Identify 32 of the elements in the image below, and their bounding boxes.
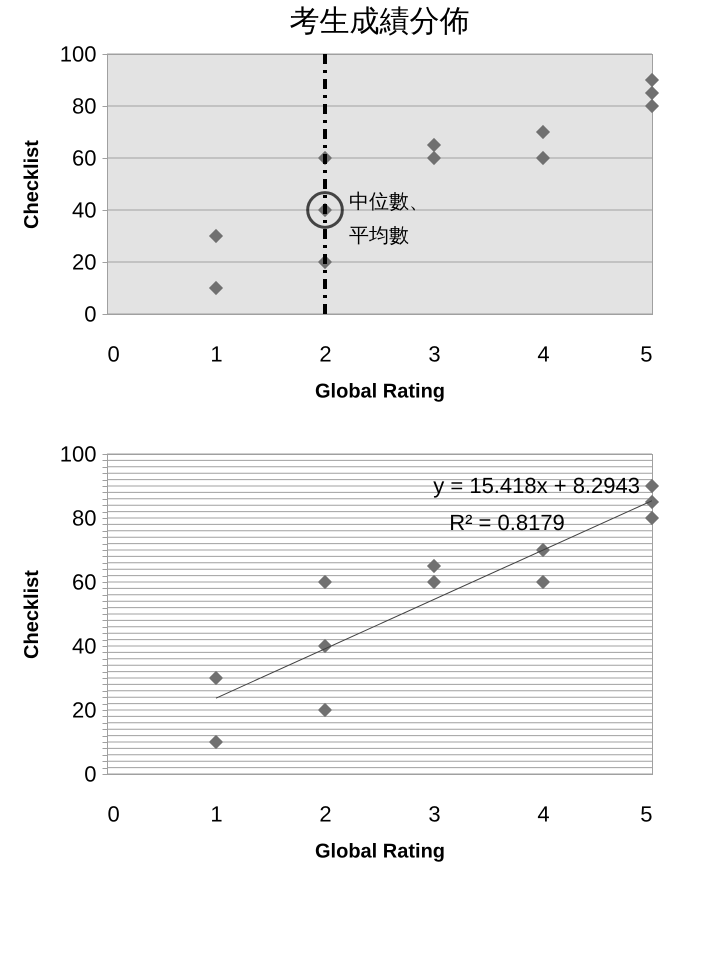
y-axis-title: Checklist	[20, 140, 43, 229]
x-axis-title: Global Rating	[315, 840, 445, 862]
y-tick-label: 40	[72, 634, 96, 658]
y-tick-label: 100	[60, 442, 96, 466]
x-tick-label: 4	[537, 342, 550, 366]
x-tick-label: 0	[108, 342, 120, 366]
x-axis-title: Global Rating	[315, 380, 445, 402]
y-tick-label: 60	[72, 146, 96, 170]
x-tick-label: 5	[640, 342, 652, 366]
annotation: R² = 0.8179	[449, 510, 565, 535]
annotation: y = 15.418x + 8.2943	[433, 473, 640, 498]
chart-title: 考生成績分佈	[290, 5, 470, 38]
y-tick-label: 20	[72, 698, 96, 722]
y-tick-label: 20	[72, 250, 96, 274]
x-tick-label: 2	[319, 342, 332, 366]
x-tick-label: 1	[210, 802, 223, 826]
y-tick-label: 100	[60, 42, 96, 66]
y-tick-label: 40	[72, 198, 96, 222]
y-tick-label: 80	[72, 94, 96, 118]
y-tick-label: 0	[84, 302, 96, 326]
x-tick-label: 5	[640, 802, 652, 826]
x-tick-label: 3	[428, 802, 441, 826]
y-axis-title: Checklist	[20, 570, 43, 659]
x-tick-label: 2	[319, 802, 332, 826]
x-tick-label: 4	[537, 802, 550, 826]
y-tick-label: 60	[72, 570, 96, 594]
x-tick-label: 0	[108, 802, 120, 826]
x-tick-label: 3	[428, 342, 441, 366]
x-tick-label: 1	[210, 342, 223, 366]
y-tick-label: 0	[84, 762, 96, 786]
y-tick-label: 80	[72, 506, 96, 530]
annotation: 中位數、平均數	[349, 191, 429, 247]
